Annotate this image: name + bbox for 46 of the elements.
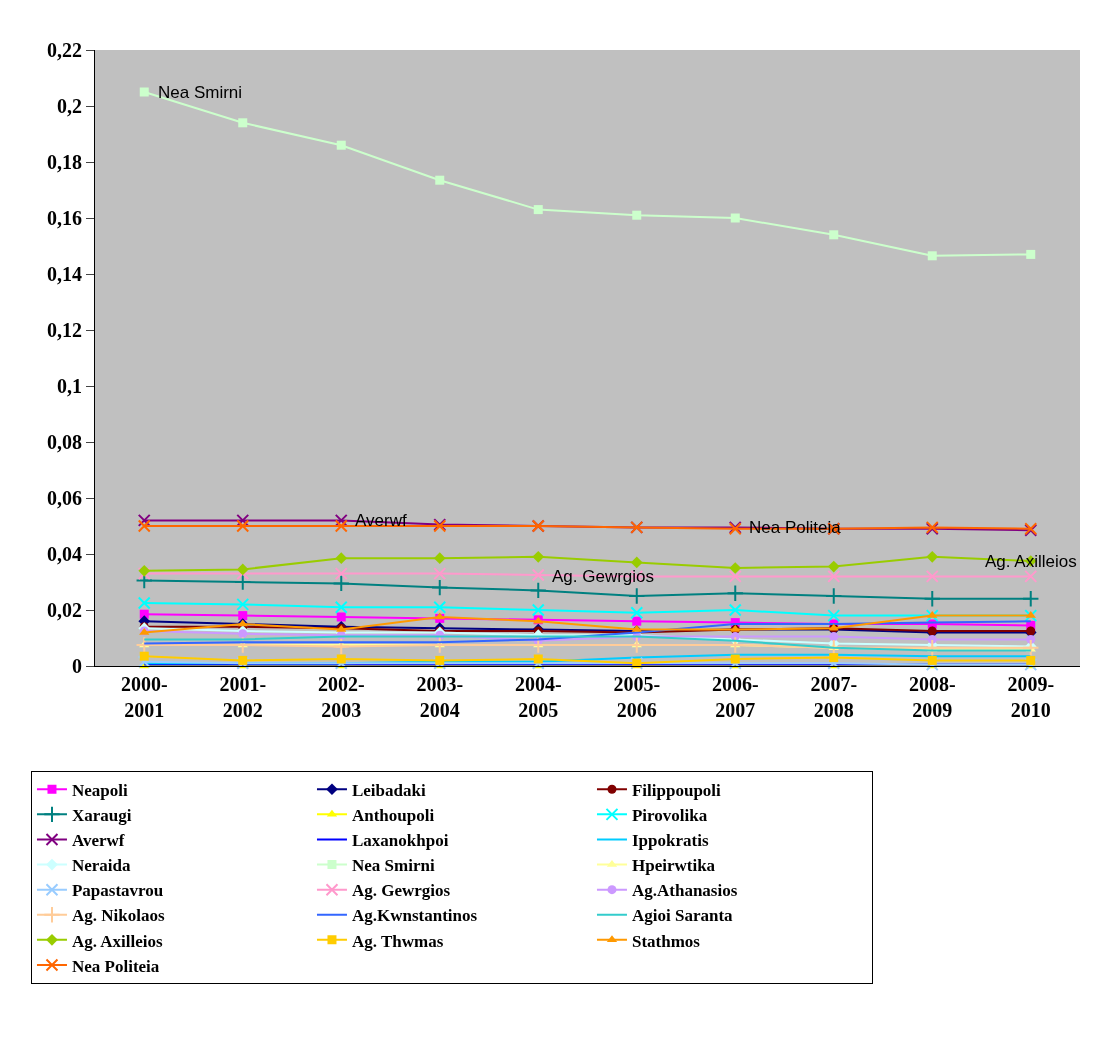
y-tick-label: 0,06 xyxy=(47,487,82,509)
legend-label: Anthoupoli xyxy=(351,806,435,825)
x-tick-label: 2003- 2004 xyxy=(416,673,464,721)
x-tick-label: 2001- 2002 xyxy=(219,673,267,721)
x-tick-label: 2005- 2006 xyxy=(613,673,661,721)
y-tick-label: 0 xyxy=(72,655,82,677)
legend-label: Filippoupoli xyxy=(631,780,722,800)
y-tick-label: 0,02 xyxy=(47,599,82,621)
legend-label: Agioi Saranta xyxy=(631,906,734,926)
legend-label: Averwf xyxy=(71,831,125,851)
legend-label: Ag. Axilleios xyxy=(71,931,164,951)
y-tick-label: 0,12 xyxy=(47,319,82,341)
y-tick-label: 0,2 xyxy=(57,95,82,117)
legend-label: Nea Politeia xyxy=(71,956,160,976)
annotation: Ag. Gewrgios xyxy=(552,567,655,586)
legend-label: Ag.Athanasios xyxy=(631,881,738,901)
legend-label: Ag.Kwnstantinos xyxy=(351,906,478,926)
legend-label: Laxanokhpoi xyxy=(351,831,449,851)
legend-label: Neapoli xyxy=(71,780,128,800)
x-tick-label: 2007- 2008 xyxy=(810,673,858,721)
y-tick-label: 0,22 xyxy=(47,39,82,61)
annotation: Nea Smirni xyxy=(158,83,243,102)
legend-label: Pirovolika xyxy=(631,806,708,825)
y-tick-label: 0,04 xyxy=(47,543,82,565)
legend-label: Ippokratis xyxy=(631,831,709,851)
legend-label: Nea Smirni xyxy=(351,856,435,876)
legend-label: Ag. Gewrgios xyxy=(351,881,451,901)
y-tick-label: 0,16 xyxy=(47,207,82,229)
legend-label: Leibadaki xyxy=(351,780,426,800)
legend-label: Xaraugi xyxy=(71,806,132,825)
x-tick-label: 2002- 2003 xyxy=(317,673,365,721)
legend-label: Papastavrou xyxy=(71,881,164,901)
y-tick-label: 0,14 xyxy=(47,263,82,285)
y-tick-label: 0,18 xyxy=(47,151,82,173)
legend-label: Hpeirwtika xyxy=(631,856,716,876)
legend-label: Ag. Thwmas xyxy=(351,931,444,951)
x-tick-label: 2008- 2009 xyxy=(908,673,956,721)
legend-label: Stathmos xyxy=(631,931,701,951)
legend-label: Ag. Nikolaos xyxy=(71,906,165,926)
x-tick-label: 2000- 2001 xyxy=(120,673,168,721)
x-tick-label: 2004- 2005 xyxy=(514,673,562,721)
legend-label: Neraida xyxy=(71,856,132,876)
y-tick-label: 0,1 xyxy=(57,375,82,397)
x-tick-label: 2009- 2010 xyxy=(1007,673,1055,721)
x-tick-label: 2006- 2007 xyxy=(711,673,759,721)
y-tick-label: 0,08 xyxy=(47,431,82,453)
